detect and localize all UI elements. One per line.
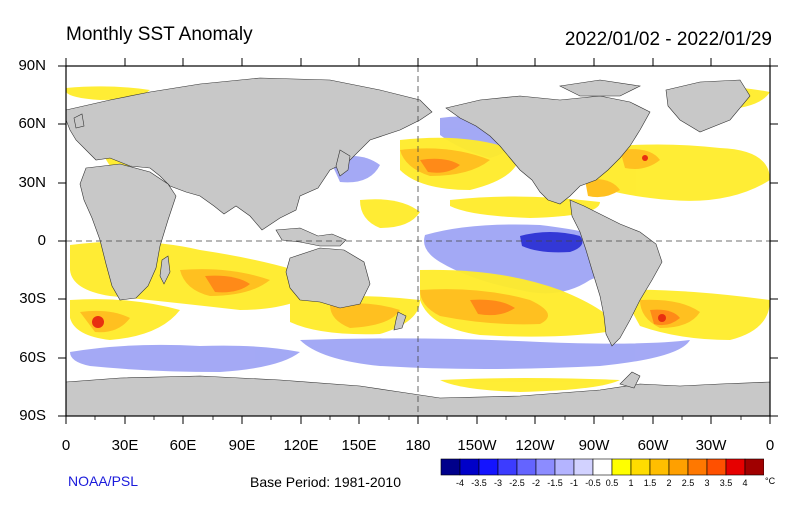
map-title: Monthly SST Anomaly (66, 24, 253, 45)
colorbar-label: 4 (742, 478, 748, 488)
colorbar-swatch (725, 458, 746, 476)
lat-label: 0 (37, 232, 46, 249)
lat-label: 60N (18, 115, 46, 132)
lon-ticks (65, 58, 771, 424)
colorbar-swatch (744, 458, 764, 476)
colorbar-label: -1.5 (547, 478, 563, 488)
lat-ticks (58, 65, 778, 417)
lon-label: 150W (457, 437, 497, 454)
lon-label: 30E (111, 437, 139, 454)
colorbar-label: 3.5 (719, 478, 733, 488)
colorbar-label: -3 (493, 478, 502, 488)
colorbar-swatch (649, 458, 670, 476)
colorbar-swatch (535, 458, 556, 476)
credit-label: NOAA/PSL (68, 473, 139, 489)
lon-label: 90W (578, 437, 610, 454)
colorbar-label: -2 (531, 478, 540, 488)
colorbar-label: 0.5 (605, 478, 619, 488)
colorbar-swatch (440, 458, 461, 476)
colorbar-swatch (592, 458, 613, 476)
colorbar-swatch (554, 458, 575, 476)
colorbar-unit: °C (765, 476, 776, 486)
lat-label: 30S (19, 290, 46, 307)
lon-label: 180 (405, 437, 431, 454)
lon-label: 0 (61, 437, 71, 454)
colorbar-label: -2.5 (509, 478, 525, 488)
lat-label: 30N (18, 174, 46, 191)
lon-label: 150E (341, 437, 377, 454)
colorbar-swatch (687, 458, 708, 476)
colorbar-label: -0.5 (585, 478, 601, 488)
lon-label: 120E (283, 437, 319, 454)
colorbar-label: -4 (455, 478, 464, 488)
colorbar-swatch (497, 458, 518, 476)
colorbar-label: 2 (666, 478, 672, 488)
colorbar-swatch (630, 458, 651, 476)
colorbar-label: -3.5 (471, 478, 487, 488)
colorbar-swatch (478, 458, 499, 476)
colorbar-swatch (516, 458, 537, 476)
base-period-label: Base Period: 1981-2010 (250, 474, 401, 490)
minor-lon-ticks (94, 416, 742, 420)
colorbar-label: 1 (628, 478, 634, 488)
colorbar-swatch (459, 458, 480, 476)
colorbar-swatch (706, 458, 727, 476)
date-range: 2022/01/02 - 2022/01/29 (564, 29, 772, 50)
colorbar-swatch (611, 458, 632, 476)
lon-label: 60E (169, 437, 197, 454)
colorbar-swatch (668, 458, 689, 476)
colorbar (440, 458, 764, 476)
lat-label: 90S (19, 407, 46, 424)
land (66, 77, 770, 416)
colorbar-label: 3 (704, 478, 710, 488)
lon-label: 60W (637, 437, 669, 454)
colorbar-swatch (573, 458, 594, 476)
lon-label: 90E (228, 437, 256, 454)
colorbar-label: 1.5 (643, 478, 657, 488)
lon-label: 0 (765, 437, 775, 454)
colorbar-label: -1 (569, 478, 578, 488)
lon-label: 120W (515, 437, 555, 454)
colorbar-label: 2.5 (681, 478, 695, 488)
lat-label: 90N (18, 57, 46, 74)
lon-label: 30W (695, 437, 727, 454)
lat-label: 60S (19, 349, 46, 366)
cold-core (520, 232, 583, 253)
hot-spots (92, 155, 666, 328)
